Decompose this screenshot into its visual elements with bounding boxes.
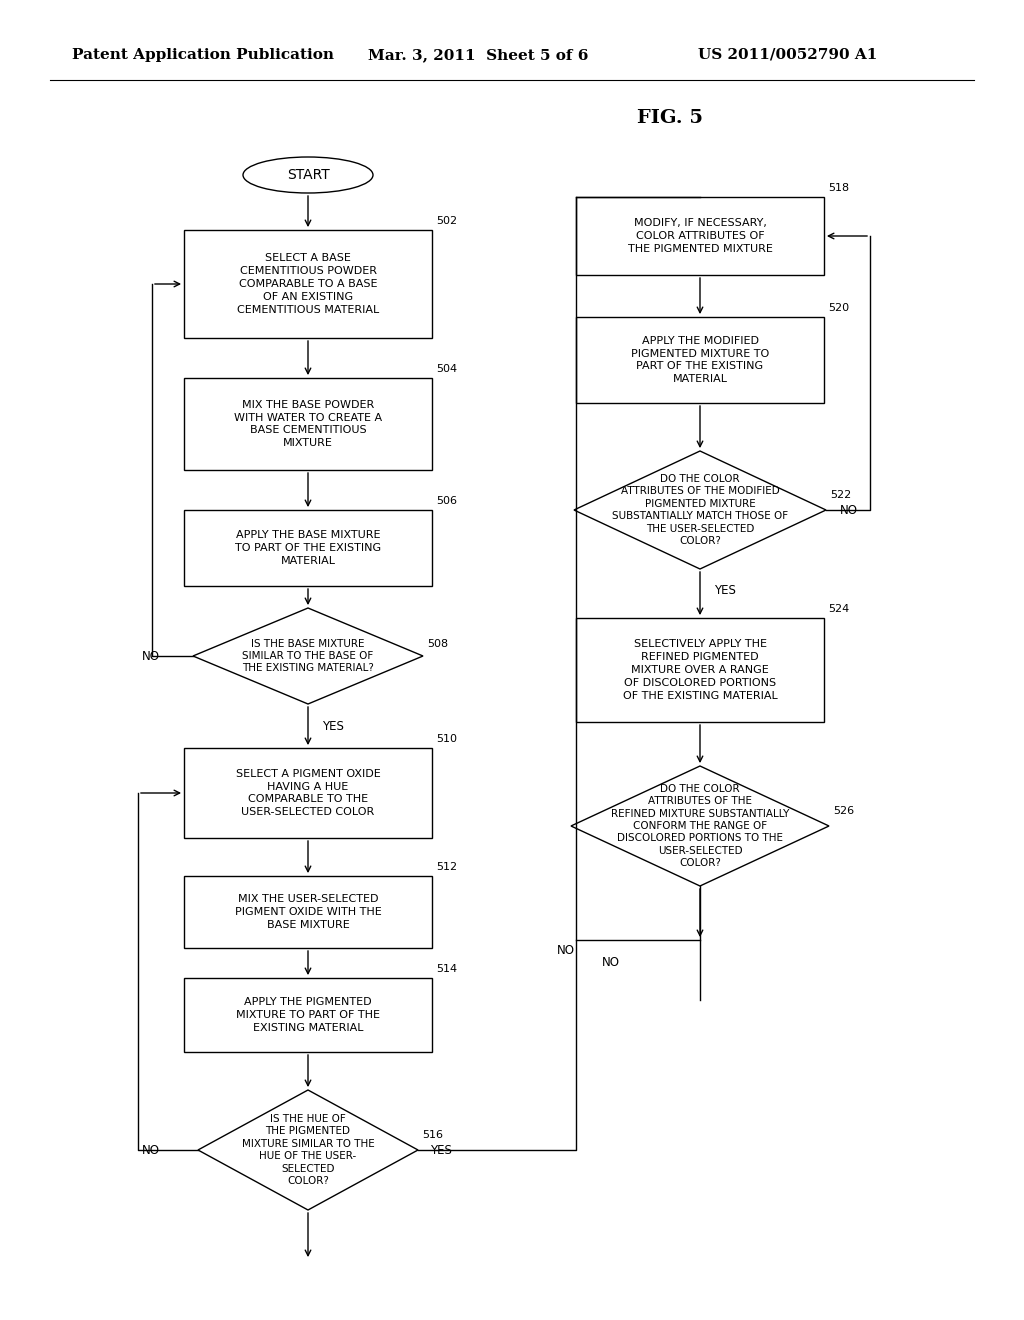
Text: MIX THE BASE POWDER
WITH WATER TO CREATE A
BASE CEMENTITIOUS
MIXTURE: MIX THE BASE POWDER WITH WATER TO CREATE… xyxy=(233,400,382,449)
Text: YES: YES xyxy=(430,1143,452,1156)
FancyBboxPatch shape xyxy=(575,317,824,403)
Text: NO: NO xyxy=(142,1143,160,1156)
Text: APPLY THE PIGMENTED
MIXTURE TO PART OF THE
EXISTING MATERIAL: APPLY THE PIGMENTED MIXTURE TO PART OF T… xyxy=(236,997,380,1032)
Text: US 2011/0052790 A1: US 2011/0052790 A1 xyxy=(698,48,878,62)
Text: 516: 516 xyxy=(422,1130,443,1140)
Text: 502: 502 xyxy=(436,216,457,226)
Text: 514: 514 xyxy=(436,964,457,974)
Polygon shape xyxy=(198,1090,418,1210)
FancyBboxPatch shape xyxy=(184,876,432,948)
Text: NO: NO xyxy=(840,503,858,516)
Text: 510: 510 xyxy=(436,734,457,744)
Text: 512: 512 xyxy=(436,862,457,873)
Text: NO: NO xyxy=(142,649,160,663)
Text: IS THE HUE OF
THE PIGMENTED
MIXTURE SIMILAR TO THE
HUE OF THE USER-
SELECTED
COL: IS THE HUE OF THE PIGMENTED MIXTURE SIMI… xyxy=(242,1114,375,1185)
Text: APPLY THE MODIFIED
PIGMENTED MIXTURE TO
PART OF THE EXISTING
MATERIAL: APPLY THE MODIFIED PIGMENTED MIXTURE TO … xyxy=(631,335,769,384)
Ellipse shape xyxy=(243,157,373,193)
Text: 522: 522 xyxy=(830,490,851,500)
Text: IS THE BASE MIXTURE
SIMILAR TO THE BASE OF
THE EXISTING MATERIAL?: IS THE BASE MIXTURE SIMILAR TO THE BASE … xyxy=(242,639,374,673)
FancyBboxPatch shape xyxy=(575,618,824,722)
Text: MODIFY, IF NECESSARY,
COLOR ATTRIBUTES OF
THE PIGMENTED MIXTURE: MODIFY, IF NECESSARY, COLOR ATTRIBUTES O… xyxy=(628,218,772,253)
Text: 506: 506 xyxy=(436,496,457,506)
Text: NO: NO xyxy=(557,944,575,957)
Polygon shape xyxy=(571,766,829,886)
Text: 504: 504 xyxy=(436,364,457,374)
Text: FIG. 5: FIG. 5 xyxy=(637,110,703,127)
FancyBboxPatch shape xyxy=(184,230,432,338)
Text: MIX THE USER-SELECTED
PIGMENT OXIDE WITH THE
BASE MIXTURE: MIX THE USER-SELECTED PIGMENT OXIDE WITH… xyxy=(234,894,381,929)
FancyBboxPatch shape xyxy=(184,510,432,586)
Text: 520: 520 xyxy=(828,304,849,313)
Text: NO: NO xyxy=(602,956,620,969)
Text: DO THE COLOR
ATTRIBUTES OF THE MODIFIED
PIGMENTED MIXTURE
SUBSTANTIALLY MATCH TH: DO THE COLOR ATTRIBUTES OF THE MODIFIED … xyxy=(612,474,788,546)
Text: YES: YES xyxy=(714,585,736,598)
Text: SELECT A PIGMENT OXIDE
HAVING A HUE
COMPARABLE TO THE
USER-SELECTED COLOR: SELECT A PIGMENT OXIDE HAVING A HUE COMP… xyxy=(236,768,380,817)
Text: SELECT A BASE
CEMENTITIOUS POWDER
COMPARABLE TO A BASE
OF AN EXISTING
CEMENTITIO: SELECT A BASE CEMENTITIOUS POWDER COMPAR… xyxy=(237,253,379,314)
FancyBboxPatch shape xyxy=(575,197,824,275)
Text: 518: 518 xyxy=(828,183,849,193)
Text: Patent Application Publication: Patent Application Publication xyxy=(72,48,334,62)
Text: APPLY THE BASE MIXTURE
TO PART OF THE EXISTING
MATERIAL: APPLY THE BASE MIXTURE TO PART OF THE EX… xyxy=(234,531,381,566)
Text: YES: YES xyxy=(322,719,344,733)
Text: 526: 526 xyxy=(833,807,854,816)
Text: START: START xyxy=(287,168,330,182)
FancyBboxPatch shape xyxy=(184,378,432,470)
Polygon shape xyxy=(193,609,423,704)
Text: 524: 524 xyxy=(828,605,849,614)
Text: DO THE COLOR
ATTRIBUTES OF THE
REFINED MIXTURE SUBSTANTIALLY
CONFORM THE RANGE O: DO THE COLOR ATTRIBUTES OF THE REFINED M… xyxy=(610,784,790,869)
Text: Mar. 3, 2011  Sheet 5 of 6: Mar. 3, 2011 Sheet 5 of 6 xyxy=(368,48,589,62)
Polygon shape xyxy=(574,451,826,569)
FancyBboxPatch shape xyxy=(184,748,432,838)
Text: 508: 508 xyxy=(427,639,449,649)
FancyBboxPatch shape xyxy=(184,978,432,1052)
Text: SELECTIVELY APPLY THE
REFINED PIGMENTED
MIXTURE OVER A RANGE
OF DISCOLORED PORTI: SELECTIVELY APPLY THE REFINED PIGMENTED … xyxy=(623,639,777,701)
